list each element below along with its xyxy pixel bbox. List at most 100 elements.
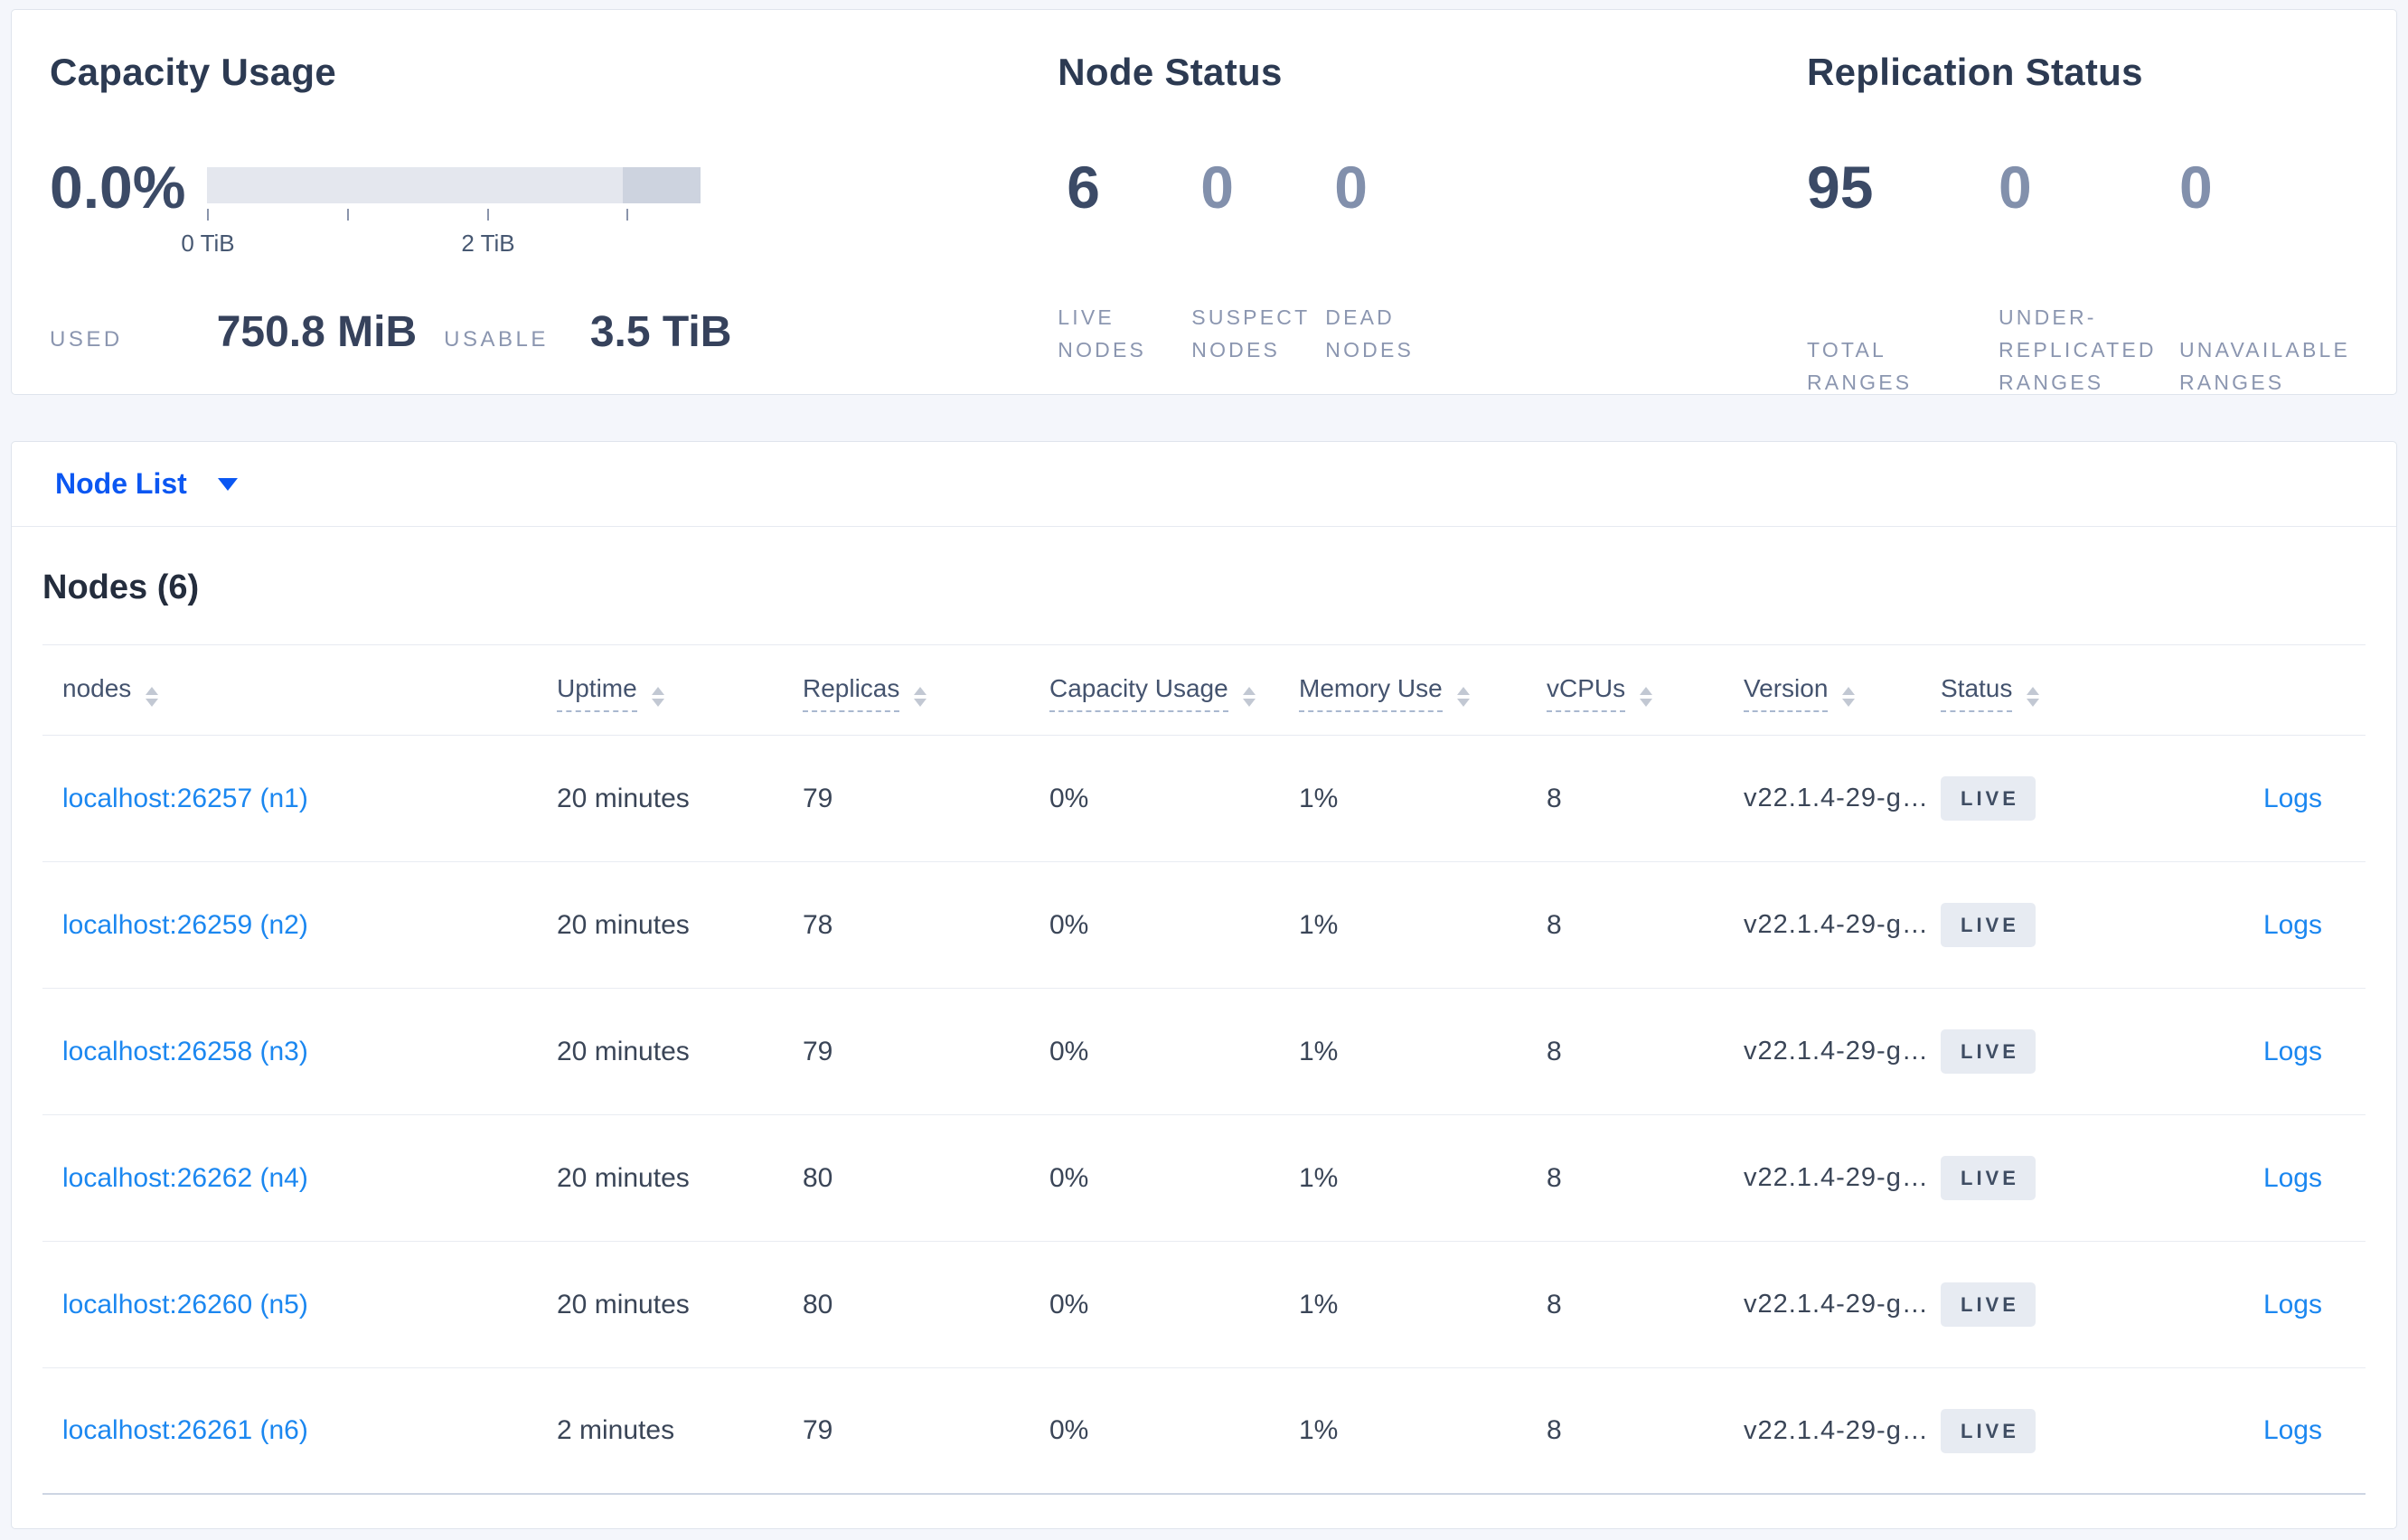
logs-link[interactable]: Logs bbox=[2262, 1415, 2322, 1445]
uptime-cell: 2 minutes bbox=[557, 1415, 675, 1445]
status-badge: LIVE bbox=[1941, 1408, 2036, 1453]
column-header-uptime[interactable]: Uptime bbox=[557, 673, 803, 712]
capacity-bar-usable-segment bbox=[207, 167, 623, 203]
axis-tick bbox=[347, 209, 349, 221]
replicas-cell: 80 bbox=[803, 1289, 833, 1319]
total-ranges-label: TOTAL RANGES bbox=[1807, 338, 1913, 394]
node-status-title: Node Status bbox=[1058, 51, 1283, 93]
suspect-nodes-count: 0 bbox=[1200, 154, 1234, 221]
capacity-usage-cell: 0% bbox=[1049, 1289, 1089, 1319]
memory-use-cell: 1% bbox=[1299, 1036, 1339, 1066]
node-address-link[interactable]: localhost:26259 (n2) bbox=[62, 909, 308, 940]
sort-icon[interactable] bbox=[1842, 686, 1856, 707]
sort-icon[interactable] bbox=[1242, 686, 1256, 707]
capacity-usage-title: Capacity Usage bbox=[50, 51, 337, 93]
capacity-bar bbox=[207, 167, 701, 203]
vcpus-cell: 8 bbox=[1547, 909, 1562, 940]
vcpus-cell: 8 bbox=[1547, 1036, 1562, 1066]
version-cell: v22.1.4-29-g… bbox=[1744, 1415, 1929, 1445]
replicas-cell: 79 bbox=[803, 783, 833, 813]
logs-link[interactable]: Logs bbox=[2262, 1289, 2322, 1319]
suspect-nodes-label: SUSPECT NODES bbox=[1191, 305, 1310, 362]
capacity-usage-cell: 0% bbox=[1049, 1415, 1089, 1445]
replicas-cell: 79 bbox=[803, 1415, 833, 1445]
status-badge: LIVE bbox=[1941, 1029, 2036, 1074]
column-header-capacity-usage[interactable]: Capacity Usage bbox=[1049, 673, 1299, 712]
table-row-node-6: localhost:26261 (n6) 2 minutes 79 0% 1% … bbox=[42, 1368, 2366, 1495]
under-replicated-ranges-label: UNDER-REPLICATED RANGES bbox=[1999, 305, 2157, 394]
live-nodes-label: LIVE NODES bbox=[1058, 305, 1147, 362]
capacity-stats-row: USED 750.8 MiB USABLE 3.5 TiB bbox=[50, 307, 1058, 357]
live-nodes-count: 6 bbox=[1067, 154, 1100, 221]
logs-link[interactable]: Logs bbox=[2262, 1162, 2322, 1193]
version-cell: v22.1.4-29-g… bbox=[1744, 1290, 1929, 1319]
status-badge: LIVE bbox=[1941, 1156, 2036, 1200]
uptime-cell: 20 minutes bbox=[557, 1162, 690, 1193]
node-list-dropdown[interactable]: Node List bbox=[12, 442, 2396, 527]
node-address-link[interactable]: localhost:26257 (n1) bbox=[62, 783, 308, 813]
used-value: 750.8 MiB bbox=[216, 308, 418, 356]
version-cell: v22.1.4-29-g… bbox=[1744, 910, 1929, 939]
table-row-node-5: localhost:26260 (n5) 20 minutes 80 0% 1%… bbox=[42, 1242, 2366, 1368]
total-ranges-count: 95 bbox=[1807, 154, 1874, 221]
capacity-usage-cell: 0% bbox=[1049, 1036, 1089, 1066]
sort-icon[interactable] bbox=[1456, 686, 1470, 707]
vcpus-cell: 8 bbox=[1547, 1415, 1562, 1445]
memory-use-cell: 1% bbox=[1299, 1162, 1339, 1193]
column-header-replicas[interactable]: Replicas bbox=[803, 673, 1049, 712]
replication-status-labels: TOTAL RANGES UNDER-REPLICATED RANGES UNA… bbox=[1807, 301, 2396, 399]
node-address-link[interactable]: localhost:26262 (n4) bbox=[62, 1162, 308, 1193]
sort-icon[interactable] bbox=[914, 686, 927, 707]
memory-use-cell: 1% bbox=[1299, 783, 1339, 813]
node-address-link[interactable]: localhost:26261 (n6) bbox=[62, 1415, 308, 1445]
usable-label: USABLE bbox=[444, 327, 549, 352]
usable-value: 3.5 TiB bbox=[589, 308, 732, 356]
nodes-table-header: nodes Uptime Replicas Capacity Usage Mem… bbox=[42, 645, 2366, 736]
logs-link[interactable]: Logs bbox=[2262, 909, 2322, 940]
unavailable-ranges-count: 0 bbox=[2179, 154, 2213, 221]
nodes-table: nodes Uptime Replicas Capacity Usage Mem… bbox=[42, 644, 2366, 1495]
capacity-bar-other-segment bbox=[623, 167, 701, 203]
nodes-section-title: Nodes (6) bbox=[42, 568, 200, 606]
memory-use-cell: 1% bbox=[1299, 1289, 1339, 1319]
column-header-vcpus[interactable]: vCPUs bbox=[1547, 673, 1744, 712]
column-header-memory-use[interactable]: Memory Use bbox=[1299, 673, 1547, 712]
column-header-nodes[interactable]: nodes bbox=[62, 674, 557, 707]
node-list-panel: Node List Nodes (6) nodes Uptime Replica… bbox=[11, 441, 2397, 1529]
vcpus-cell: 8 bbox=[1547, 1162, 1562, 1193]
uptime-cell: 20 minutes bbox=[557, 909, 690, 940]
replicas-cell: 80 bbox=[803, 1162, 833, 1193]
replication-status-title: Replication Status bbox=[1807, 51, 2143, 93]
node-address-link[interactable]: localhost:26258 (n3) bbox=[62, 1036, 308, 1066]
unavailable-ranges-label: UNAVAILABLE RANGES bbox=[2179, 338, 2351, 394]
logs-link[interactable]: Logs bbox=[2262, 1036, 2322, 1066]
node-list-dropdown-label[interactable]: Node List bbox=[55, 467, 187, 500]
capacity-usage-section: Capacity Usage 0.0% 0 TiB 2 TiB U bbox=[12, 10, 1058, 394]
dead-nodes-count: 0 bbox=[1334, 154, 1368, 221]
capacity-usage-cell: 0% bbox=[1049, 783, 1089, 813]
replication-status-section: Replication Status 95 0 0 TOTAL RANGES U… bbox=[1807, 10, 2396, 394]
nodes-section: Nodes (6) nodes Uptime Replicas Capacity… bbox=[12, 567, 2396, 1495]
table-row-node-4: localhost:26262 (n4) 20 minutes 80 0% 1%… bbox=[42, 1115, 2366, 1242]
sort-icon[interactable] bbox=[146, 686, 159, 707]
column-header-status[interactable]: Status bbox=[1941, 673, 2138, 712]
replicas-cell: 79 bbox=[803, 1036, 833, 1066]
sort-icon[interactable] bbox=[2027, 686, 2040, 707]
capacity-used-percent: 0.0% bbox=[50, 154, 186, 221]
sort-icon[interactable] bbox=[1640, 686, 1653, 707]
cluster-summary-panel: Capacity Usage 0.0% 0 TiB 2 TiB U bbox=[11, 9, 2397, 395]
column-header-version[interactable]: Version bbox=[1744, 673, 1941, 712]
uptime-cell: 20 minutes bbox=[557, 1036, 690, 1066]
node-status-section: Node Status 6 0 0 LIVE NODES SUSPECT NOD… bbox=[1058, 10, 1807, 394]
vcpus-cell: 8 bbox=[1547, 1289, 1562, 1319]
axis-tick bbox=[487, 209, 489, 221]
sort-icon[interactable] bbox=[651, 686, 664, 707]
version-cell: v22.1.4-29-g… bbox=[1744, 1163, 1929, 1192]
status-badge: LIVE bbox=[1941, 1282, 2036, 1327]
node-address-link[interactable]: localhost:26260 (n5) bbox=[62, 1289, 308, 1319]
memory-use-cell: 1% bbox=[1299, 1415, 1339, 1445]
logs-link[interactable]: Logs bbox=[2262, 783, 2322, 813]
version-cell: v22.1.4-29-g… bbox=[1744, 1037, 1929, 1066]
uptime-cell: 20 minutes bbox=[557, 1289, 690, 1319]
